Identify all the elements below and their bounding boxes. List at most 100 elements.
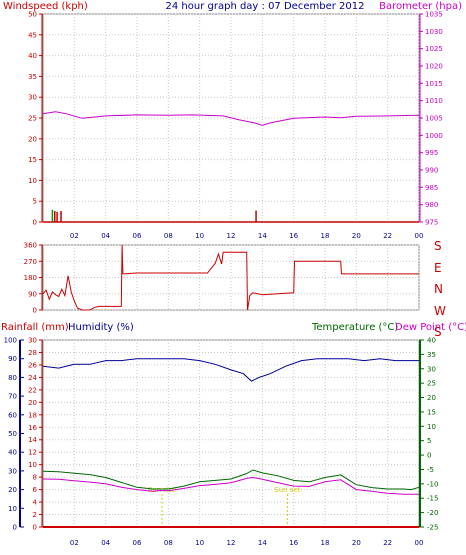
y-tick-label: 20 [427, 394, 436, 402]
y-tick-label: 30 [8, 467, 17, 475]
y-tick-label: 30 [28, 337, 37, 345]
y-tick-label: -10 [427, 480, 438, 488]
x-tick-label: 04 [101, 539, 110, 547]
y-tick-label: 990 [425, 167, 438, 175]
y-tick-label: 1035 [425, 11, 443, 19]
x-tick-label: 16 [289, 539, 298, 547]
y-tick-label: 30 [427, 365, 436, 373]
y-tick-label: 1025 [425, 45, 443, 53]
y-tick-label: 14 [28, 436, 37, 444]
x-tick-label: 04 [101, 232, 110, 240]
temperature-line [42, 469, 420, 491]
x-tick-label: 00 [415, 232, 424, 240]
y-tick-label: 975 [425, 219, 438, 227]
y-tick-label: 100 [4, 337, 17, 345]
y-tick-label: 70 [8, 393, 17, 401]
y-tick-label: -25 [427, 524, 438, 532]
y-tick-label: 985 [425, 184, 438, 192]
y-tick-label: 50 [8, 430, 17, 438]
y-tick-label: 20 [8, 486, 17, 494]
y-tick-label: 24 [28, 374, 37, 382]
x-tick-label: 10 [195, 232, 204, 240]
y-tick-label: 1005 [425, 115, 443, 123]
sunrise-label: Sun rise [148, 486, 176, 494]
y-tick-label: 18 [28, 411, 37, 419]
y-tick-label: 26 [28, 361, 37, 369]
x-tick-label: 12 [227, 539, 236, 547]
y-tick-label: 0 [33, 219, 37, 227]
y-tick-label: 1015 [425, 80, 443, 88]
y-tick-label: 25 [427, 380, 436, 388]
y-tick-label: 0 [33, 524, 37, 532]
y-tick-label: 15 [28, 156, 37, 164]
x-tick-label: 22 [383, 539, 392, 547]
y-tick-label: 80 [8, 374, 17, 382]
compass-label: S [434, 325, 442, 339]
x-tick-label: 14 [258, 539, 267, 547]
y-tick-label: 0 [427, 452, 431, 460]
dewpoint-line [42, 476, 419, 495]
y-tick-label: 12 [28, 449, 37, 457]
rainfall-axis-label: Rainfall (mm) [1, 322, 69, 333]
y-tick-label: 6 [33, 486, 38, 494]
y-tick-label: 2 [33, 511, 37, 519]
x-tick-label: 02 [70, 539, 79, 547]
y-tick-label: 60 [8, 411, 17, 419]
y-tick-label: 35 [28, 73, 37, 81]
y-tick-label: 16 [28, 424, 37, 432]
y-tick-label: 5 [427, 437, 431, 445]
y-tick-label: 90 [28, 290, 37, 298]
y-tick-label: 22 [28, 386, 37, 394]
x-tick-label: 08 [164, 539, 173, 547]
y-tick-label: 10 [8, 505, 17, 513]
compass-label: S [434, 239, 442, 253]
x-tick-label: 06 [133, 232, 142, 240]
y-tick-label: 4 [33, 499, 38, 507]
y-tick-label: 1010 [425, 97, 443, 105]
x-tick-label: 08 [164, 232, 173, 240]
x-tick-label: 00 [415, 539, 424, 547]
y-tick-label: 0 [13, 524, 17, 532]
y-tick-label: 30 [28, 94, 37, 102]
y-tick-label: -15 [427, 495, 438, 503]
y-tick-label: 10 [28, 461, 37, 469]
y-tick-label: 20 [28, 135, 37, 143]
barometer-line [42, 111, 420, 126]
y-tick-label: 1030 [425, 28, 443, 36]
compass-label: N [434, 282, 443, 296]
dewpoint-axis-label: Dew Point (°C) [395, 322, 466, 333]
y-tick-label: 1000 [425, 132, 443, 140]
humidity-axis-label: Humidity (%) [68, 322, 134, 333]
y-tick-label: 90 [8, 355, 17, 363]
chart-title: 24 hour graph day : 07 December 2012 [166, 1, 365, 12]
x-tick-label: 22 [383, 232, 392, 240]
x-tick-label: 20 [352, 232, 361, 240]
y-tick-label: 40 [8, 449, 17, 457]
y-tick-label: 20 [28, 399, 37, 407]
humidity-line [42, 358, 419, 382]
compass-label: E [434, 261, 442, 275]
x-tick-label: 10 [195, 539, 204, 547]
x-tick-label: 18 [321, 539, 330, 547]
y-tick-label: 10 [28, 177, 37, 185]
barometer-axis-label: Barometer (hpa) [379, 1, 462, 12]
y-tick-label: 8 [33, 474, 37, 482]
x-tick-label: 02 [70, 232, 79, 240]
temperature-axis-label: Temperature (°C) [311, 322, 398, 333]
y-tick-label: 10 [427, 423, 436, 431]
x-tick-label: 18 [321, 232, 330, 240]
y-tick-label: 45 [28, 31, 37, 39]
y-tick-label: 980 [425, 201, 438, 209]
y-tick-label: -20 [427, 509, 438, 517]
y-tick-label: 28 [28, 349, 37, 357]
x-tick-label: 20 [352, 539, 361, 547]
wind-direction-line [42, 244, 419, 311]
y-tick-label: -5 [427, 466, 434, 474]
y-tick-label: 40 [427, 337, 436, 345]
x-tick-label: 16 [289, 232, 298, 240]
x-tick-label: 06 [133, 539, 142, 547]
y-tick-label: 40 [28, 52, 37, 60]
y-tick-label: 0 [33, 307, 37, 315]
